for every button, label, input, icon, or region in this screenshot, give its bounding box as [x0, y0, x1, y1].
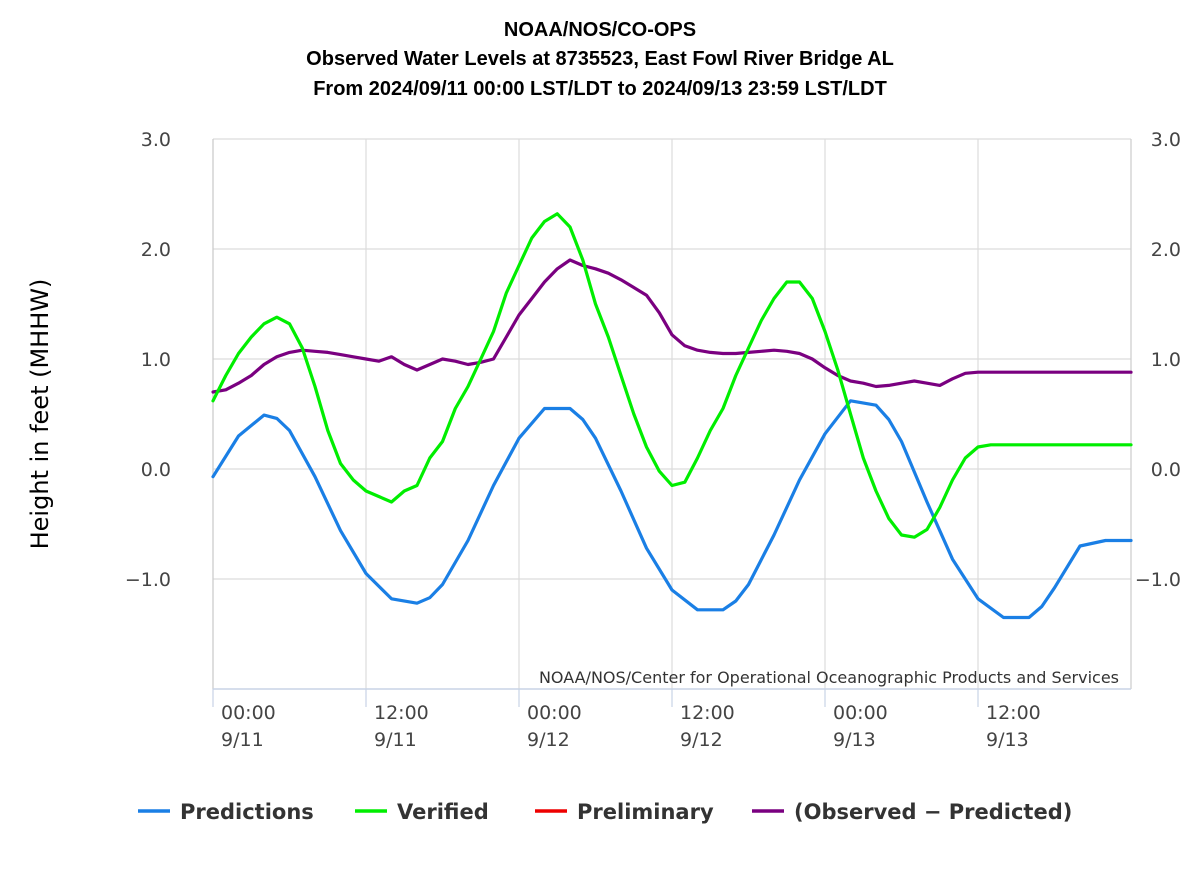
- series-line-3: [211, 258, 1133, 394]
- x-tick-date: 9/13: [833, 729, 876, 751]
- x-tick-time: 00:00: [221, 702, 276, 724]
- legend: Predictions Verified Preliminary (Observed …: [138, 800, 1072, 824]
- legend-item-2[interactable]: Preliminary: [535, 800, 714, 824]
- x-tick-time: 00:00: [527, 702, 582, 724]
- y-tick-label-left: −1.0: [125, 569, 171, 591]
- x-tick-time: 12:00: [986, 702, 1041, 724]
- x-tick-date: 9/11: [221, 729, 264, 751]
- credit-text: NOAA/NOS/Center for Operational Oceanogr…: [539, 668, 1119, 687]
- y-tick-label-left: 2.0: [141, 239, 171, 261]
- series-lines: [211, 212, 1133, 620]
- y-tick-label-right: −1.0: [1135, 569, 1181, 591]
- series-line-0: [211, 399, 1133, 620]
- y-tick-label-right: 2.0: [1151, 239, 1181, 261]
- chart-title-line-3: From 2024/09/11 00:00 LST/LDT to 2024/09…: [313, 78, 887, 100]
- chart-title-line-1: NOAA/NOS/CO-OPS: [504, 19, 696, 41]
- grid-lines: [212, 138, 1131, 689]
- legend-label: Predictions: [180, 800, 314, 824]
- legend-label: Verified: [397, 800, 489, 824]
- legend-item-3[interactable]: (Observed − Predicted): [752, 800, 1072, 824]
- legend-item-1[interactable]: Verified: [355, 800, 489, 824]
- y-tick-label-left: 0.0: [141, 459, 171, 481]
- y-tick-label-right: 0.0: [1151, 459, 1181, 481]
- x-tick-date: 9/12: [527, 729, 570, 751]
- x-ticks: 00:00 9/11 12:00 9/11 00:00 9/12 12:00 9/12 00:0…: [212, 689, 1041, 751]
- y-ticks-right: 3.0 2.0 1.0 0.0 −1.0: [1135, 129, 1181, 591]
- y-tick-label-right: 3.0: [1151, 129, 1181, 151]
- y-axis-label: Height in feet (MHHW): [26, 279, 54, 550]
- y-tick-label-right: 1.0: [1151, 349, 1181, 371]
- legend-label: Preliminary: [577, 800, 714, 824]
- y-ticks-left: 3.0 2.0 1.0 0.0 −1.0: [125, 129, 171, 591]
- y-tick-label-left: 3.0: [141, 129, 171, 151]
- chart-title-line-2: Observed Water Levels at 8735523, East F…: [306, 48, 894, 70]
- series-line-1: [211, 212, 1133, 539]
- y-tick-label-left: 1.0: [141, 349, 171, 371]
- x-tick-time: 12:00: [680, 702, 735, 724]
- legend-item-0[interactable]: Predictions: [138, 800, 314, 824]
- chart-titles: NOAA/NOS/CO-OPS Observed Water Levels at…: [306, 19, 894, 100]
- x-tick-date: 9/12: [680, 729, 723, 751]
- x-tick-date: 9/11: [374, 729, 417, 751]
- x-tick-time: 00:00: [833, 702, 888, 724]
- x-tick-date: 9/13: [986, 729, 1029, 751]
- legend-label: (Observed − Predicted): [794, 800, 1072, 824]
- x-tick-time: 12:00: [374, 702, 429, 724]
